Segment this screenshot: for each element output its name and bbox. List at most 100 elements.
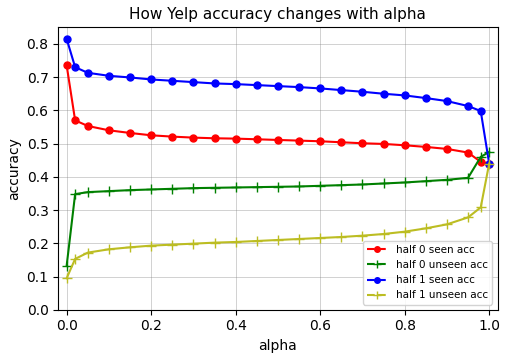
half 1 seen acc — [275, 84, 281, 88]
Line: half 0 unseen acc: half 0 unseen acc — [62, 147, 494, 270]
half 1 unseen acc — [106, 247, 112, 251]
half 1 seen acc — [317, 86, 323, 91]
half 1 unseen acc — [85, 251, 91, 255]
half 1 seen acc — [148, 77, 154, 82]
half 1 unseen acc — [254, 239, 260, 243]
half 1 unseen acc — [465, 215, 471, 220]
Legend: half 0 seen acc, half 0 unseen acc, half 1 seen acc, half 1 unseen acc: half 0 seen acc, half 0 unseen acc, half… — [363, 240, 492, 305]
half 0 unseen acc — [64, 264, 70, 268]
half 0 seen acc — [148, 133, 154, 138]
half 1 seen acc — [465, 104, 471, 108]
Line: half 1 seen acc: half 1 seen acc — [63, 35, 493, 167]
half 0 unseen acc — [486, 150, 492, 154]
half 1 unseen acc — [211, 240, 217, 245]
half 0 seen acc — [64, 63, 70, 68]
half 1 unseen acc — [148, 243, 154, 248]
half 0 seen acc — [338, 140, 344, 144]
half 1 seen acc — [380, 91, 387, 96]
half 1 seen acc — [423, 96, 429, 100]
half 1 seen acc — [127, 75, 133, 80]
half 0 unseen acc — [380, 181, 387, 186]
half 0 unseen acc — [423, 179, 429, 183]
half 0 seen acc — [190, 135, 197, 140]
half 0 seen acc — [317, 139, 323, 143]
half 0 seen acc — [296, 139, 302, 143]
half 1 seen acc — [254, 83, 260, 87]
half 1 unseen acc — [190, 242, 197, 246]
half 1 unseen acc — [444, 222, 450, 226]
half 1 seen acc — [359, 90, 365, 94]
half 1 seen acc — [233, 82, 239, 86]
half 0 unseen acc — [190, 186, 197, 190]
half 1 seen acc — [444, 99, 450, 103]
half 0 unseen acc — [148, 187, 154, 192]
half 1 seen acc — [169, 78, 175, 83]
half 0 unseen acc — [317, 184, 323, 188]
half 1 seen acc — [72, 65, 78, 69]
half 1 seen acc — [106, 74, 112, 78]
half 1 unseen acc — [317, 236, 323, 240]
half 1 unseen acc — [72, 257, 78, 261]
half 0 seen acc — [423, 145, 429, 149]
half 1 seen acc — [64, 37, 70, 41]
half 0 unseen acc — [211, 186, 217, 190]
half 1 unseen acc — [359, 234, 365, 238]
half 0 unseen acc — [402, 180, 408, 185]
X-axis label: alpha: alpha — [259, 339, 297, 353]
half 0 unseen acc — [478, 155, 484, 159]
half 0 seen acc — [478, 160, 484, 164]
half 1 seen acc — [190, 80, 197, 84]
half 0 unseen acc — [444, 178, 450, 182]
half 0 unseen acc — [359, 182, 365, 186]
half 0 seen acc — [106, 128, 112, 132]
half 1 unseen acc — [64, 276, 70, 280]
half 1 unseen acc — [296, 237, 302, 241]
half 0 unseen acc — [106, 189, 112, 193]
half 1 unseen acc — [402, 230, 408, 234]
half 0 unseen acc — [233, 185, 239, 190]
half 0 unseen acc — [169, 186, 175, 191]
half 0 seen acc — [85, 124, 91, 128]
Y-axis label: accuracy: accuracy — [7, 137, 21, 200]
half 1 seen acc — [402, 93, 408, 98]
half 0 seen acc — [380, 142, 387, 146]
half 1 unseen acc — [127, 245, 133, 249]
half 1 unseen acc — [169, 243, 175, 247]
half 1 seen acc — [211, 81, 217, 86]
half 0 unseen acc — [254, 185, 260, 189]
half 0 seen acc — [465, 150, 471, 155]
half 0 unseen acc — [296, 184, 302, 189]
half 0 seen acc — [254, 137, 260, 141]
half 1 unseen acc — [338, 235, 344, 239]
Line: half 1 unseen acc: half 1 unseen acc — [62, 159, 494, 283]
half 0 seen acc — [72, 118, 78, 122]
half 0 unseen acc — [465, 176, 471, 180]
half 0 unseen acc — [127, 188, 133, 192]
half 0 unseen acc — [338, 183, 344, 187]
half 0 seen acc — [211, 136, 217, 140]
half 0 unseen acc — [275, 185, 281, 189]
half 0 seen acc — [233, 136, 239, 141]
half 1 seen acc — [478, 109, 484, 113]
half 0 unseen acc — [72, 192, 78, 196]
half 1 seen acc — [486, 161, 492, 166]
Line: half 0 seen acc: half 0 seen acc — [63, 62, 493, 167]
half 0 seen acc — [486, 161, 492, 166]
half 1 seen acc — [338, 88, 344, 92]
half 0 seen acc — [359, 141, 365, 145]
half 1 unseen acc — [486, 161, 492, 166]
half 1 unseen acc — [423, 226, 429, 230]
half 1 unseen acc — [380, 232, 387, 236]
Title: How Yelp accuracy changes with alpha: How Yelp accuracy changes with alpha — [130, 7, 426, 22]
half 1 seen acc — [85, 71, 91, 75]
half 0 seen acc — [402, 143, 408, 148]
half 0 seen acc — [444, 147, 450, 151]
half 1 unseen acc — [275, 238, 281, 242]
half 0 seen acc — [275, 138, 281, 142]
half 1 unseen acc — [233, 240, 239, 244]
half 1 seen acc — [296, 85, 302, 89]
half 0 unseen acc — [85, 190, 91, 194]
half 0 seen acc — [127, 131, 133, 135]
half 1 unseen acc — [478, 205, 484, 210]
half 0 seen acc — [169, 135, 175, 139]
